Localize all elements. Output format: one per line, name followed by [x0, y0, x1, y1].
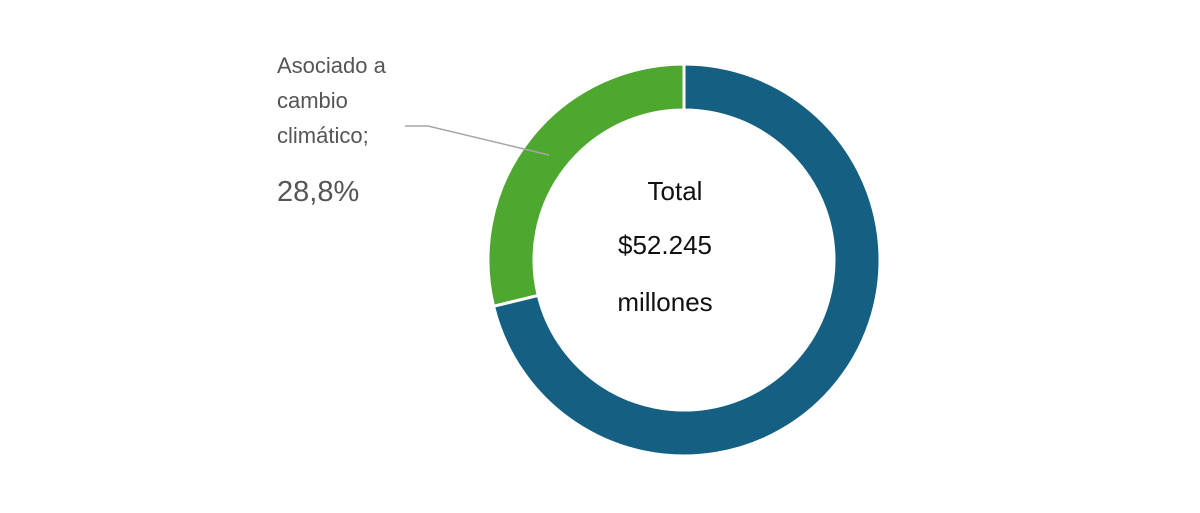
callout-label-line-2: cambio: [277, 88, 348, 113]
center-total-label: Total: [648, 176, 703, 206]
callout-percent: 28,8%: [277, 176, 359, 208]
callout-label-line-3: climático;: [277, 123, 369, 148]
callout-label-line-1: Asociado a: [277, 53, 387, 78]
center-total-unit: millones: [617, 287, 712, 317]
slice-other: [491, 62, 882, 458]
donut-slices: [486, 62, 882, 458]
callout-leader-line: [405, 125, 550, 156]
center-total-value: $52.245: [618, 230, 712, 260]
